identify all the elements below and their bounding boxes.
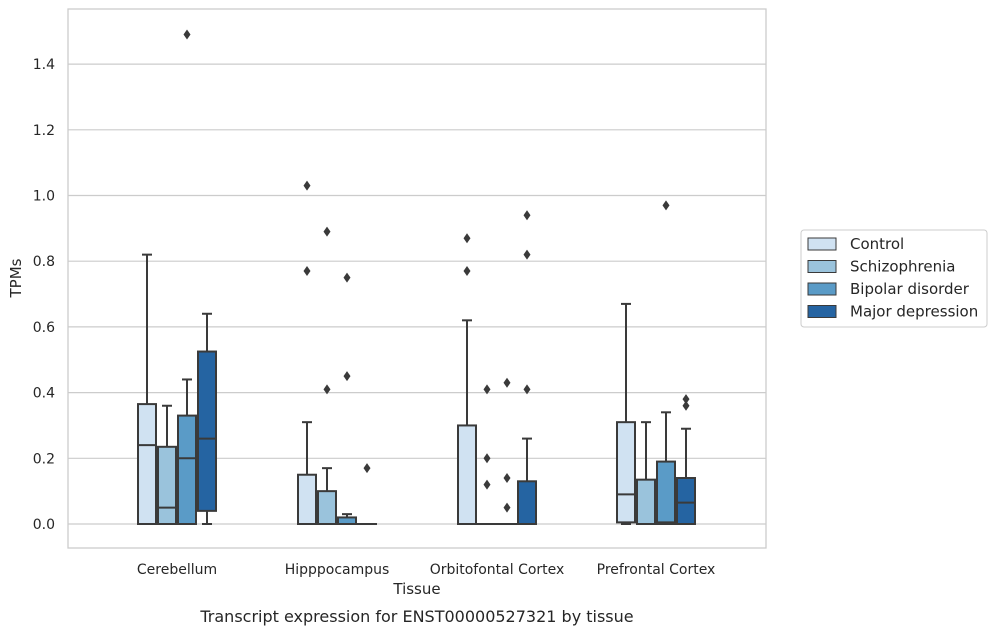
legend-label: Major depression <box>850 303 978 321</box>
box-body <box>177 414 197 525</box>
box-major-depression <box>676 394 696 526</box>
y-tick-labels: 0.0 0.2 0.4 0.6 0.8 1.0 1.2 1.4 <box>33 57 55 533</box>
box-body <box>317 490 337 525</box>
outlier-point <box>503 377 511 388</box>
box-body <box>297 473 317 526</box>
y-tick-label: 0.8 <box>33 254 55 270</box>
y-tick-label: 1.4 <box>33 57 55 73</box>
outlier-point <box>682 394 690 405</box>
box-body <box>636 478 656 525</box>
outlier-point <box>483 453 491 464</box>
y-tick-label: 0.6 <box>33 320 55 336</box>
box-schizophrenia <box>157 404 177 525</box>
box-bipolar-disorder <box>337 272 357 525</box>
outlier-point <box>682 400 690 411</box>
legend-label: Schizophrenia <box>850 258 955 276</box>
box-schizophrenia <box>477 384 497 526</box>
boxes <box>137 29 696 526</box>
box-bipolar-disorder <box>177 29 197 525</box>
x-tick-labels: Cerebellum Hipppocampus Orbitofontal Corte… <box>137 562 715 578</box>
outlier-point <box>323 384 331 395</box>
outlier-point <box>323 226 331 237</box>
outlier-point <box>523 249 531 260</box>
x-tick-label: Orbitofontal Cortex <box>430 562 565 578</box>
box-major-depression <box>197 312 217 525</box>
y-tick-label: 0.0 <box>33 517 55 533</box>
outlier-point <box>523 384 531 395</box>
box-control <box>457 233 477 526</box>
legend-label: Bipolar disorder <box>850 280 970 298</box>
x-tick-label: Prefrontal Cortex <box>597 562 716 578</box>
box-body <box>517 480 537 526</box>
outlier-point <box>303 266 311 277</box>
box-body <box>197 350 217 512</box>
outlier-point <box>343 371 351 382</box>
legend-swatch <box>807 237 837 251</box>
box-bipolar-disorder <box>497 377 517 526</box>
box-body <box>676 477 696 526</box>
outlier-point <box>463 266 471 277</box>
y-axis-title: TPMs <box>7 258 25 298</box>
legend-label: Control <box>850 235 904 253</box>
box-major-depression <box>357 463 377 526</box>
box-body <box>137 403 157 525</box>
outlier-point <box>183 29 191 40</box>
box-body <box>457 424 477 526</box>
legend-entries: Control Schizophrenia Bipolar disorder Majo… <box>807 235 978 321</box>
box-control <box>616 302 636 525</box>
outlier-point <box>303 180 311 191</box>
outlier-point <box>343 272 351 283</box>
outlier-point <box>662 200 670 211</box>
legend-swatch <box>807 305 837 318</box>
outlier-point <box>523 210 531 221</box>
outlier-point <box>483 384 491 395</box>
legend-swatch <box>807 282 837 296</box>
box-body <box>157 445 177 525</box>
chart-caption: Transcript expression for ENST0000052732… <box>199 607 633 626</box>
outlier-point <box>463 233 471 244</box>
outlier-point <box>363 463 371 474</box>
plot-area-frame <box>67 8 767 549</box>
box-body <box>616 421 636 524</box>
box-control <box>297 180 317 526</box>
legend-frame <box>800 229 988 328</box>
box-control <box>137 253 157 525</box>
outlier-point <box>483 479 491 490</box>
y-tick-label: 0.2 <box>33 451 55 467</box>
outlier-point <box>503 502 511 513</box>
x-tick-label: Cerebellum <box>137 562 217 578</box>
y-tick-label: 0.4 <box>33 386 55 402</box>
box-schizophrenia <box>317 226 337 525</box>
box-body <box>656 460 676 525</box>
legend-swatch <box>807 260 837 273</box>
box-bipolar-disorder <box>656 200 676 525</box>
x-tick-label: Hipppocampus <box>285 562 390 578</box>
legend: Control Schizophrenia Bipolar disorder Majo… <box>800 229 988 328</box>
y-tick-label: 1.0 <box>33 189 55 205</box>
outlier-point <box>503 473 511 484</box>
x-axis-title: Tissue <box>392 580 440 598</box>
y-tick-label: 1.2 <box>33 123 55 139</box>
box-major-depression <box>517 210 537 526</box>
box-schizophrenia <box>636 421 656 525</box>
